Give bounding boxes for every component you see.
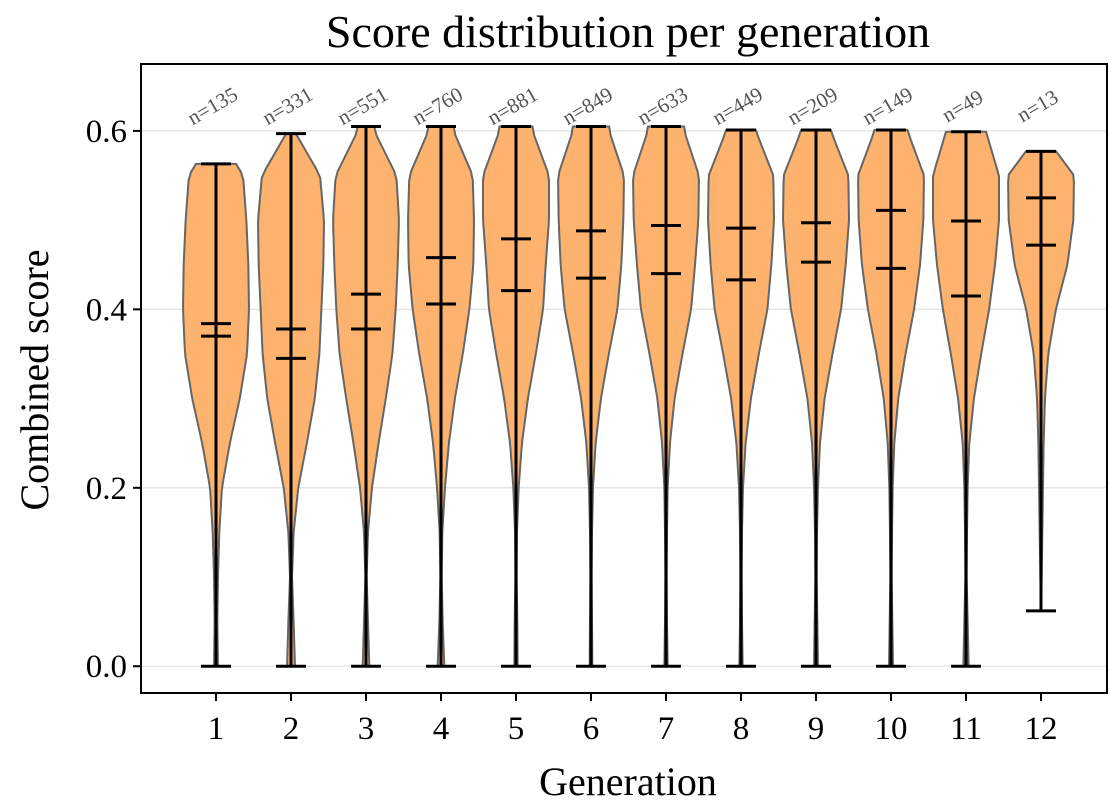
violin-10 bbox=[857, 128, 925, 668]
x-tick-label: 3 bbox=[358, 711, 375, 747]
count-label: n=449 bbox=[708, 82, 767, 130]
violin-6 bbox=[557, 124, 625, 668]
x-tick-label: 8 bbox=[733, 711, 750, 747]
y-tick-label: 0.0 bbox=[86, 649, 127, 685]
x-tick-label: 5 bbox=[508, 711, 525, 747]
count-label: n=633 bbox=[633, 82, 692, 130]
count-label: n=881 bbox=[483, 82, 542, 130]
violin-12 bbox=[1007, 149, 1075, 613]
y-tick-label: 0.2 bbox=[86, 471, 127, 507]
count-label: n=849 bbox=[558, 82, 617, 130]
x-tick-label: 1 bbox=[208, 711, 225, 747]
x-tick-label: 12 bbox=[1025, 711, 1058, 747]
violin-11 bbox=[932, 130, 1000, 668]
violin-5 bbox=[482, 124, 550, 668]
x-tick-label: 10 bbox=[875, 711, 908, 747]
y-axis-ticks: 0.0 0.2 0.4 0.6 bbox=[86, 114, 141, 685]
violins bbox=[182, 124, 1075, 668]
count-label: n=13 bbox=[1013, 85, 1063, 127]
x-axis-label: Generation bbox=[539, 759, 717, 804]
x-tick-label: 4 bbox=[433, 711, 450, 747]
violin-4 bbox=[407, 124, 475, 668]
count-label: n=149 bbox=[858, 82, 917, 130]
violin-3 bbox=[332, 124, 400, 668]
count-label: n=760 bbox=[408, 82, 467, 130]
count-label: n=49 bbox=[938, 85, 988, 127]
violin-1 bbox=[182, 162, 250, 668]
x-tick-label: 11 bbox=[950, 711, 982, 747]
y-axis-label: Combined score bbox=[12, 249, 57, 510]
x-tick-label: 6 bbox=[583, 711, 600, 747]
y-tick-label: 0.6 bbox=[86, 114, 127, 150]
x-tick-label: 7 bbox=[658, 711, 675, 747]
count-label: n=135 bbox=[183, 82, 242, 130]
y-tick-label: 0.4 bbox=[86, 292, 127, 328]
count-label: n=209 bbox=[783, 82, 842, 130]
count-label: n=551 bbox=[333, 82, 392, 130]
chart-title: Score distribution per generation bbox=[326, 6, 930, 57]
violin-9 bbox=[782, 128, 850, 668]
x-tick-label: 9 bbox=[808, 711, 825, 747]
plot-frame bbox=[140, 63, 1108, 694]
count-label: n=331 bbox=[258, 82, 317, 130]
x-tick-label: 2 bbox=[283, 711, 300, 747]
x-axis-ticks: 1 2 3 4 5 6 7 8 9 10 11 12 bbox=[208, 693, 1058, 747]
violin-7 bbox=[632, 124, 700, 668]
violin-2 bbox=[257, 132, 325, 668]
count-labels: n=135 n=331 n=551 n=760 n=881 n=849 n=633 n=449… bbox=[183, 82, 1062, 130]
violin-8 bbox=[707, 128, 775, 668]
